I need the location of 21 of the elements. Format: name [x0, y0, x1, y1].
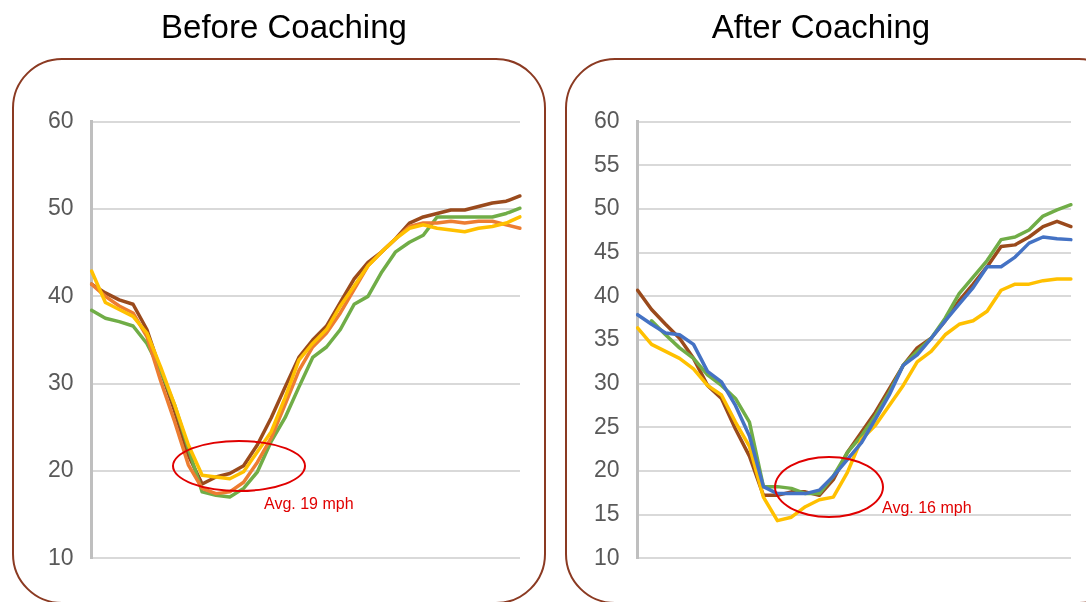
- annotation: Avg. 19 mph: [264, 495, 354, 513]
- y-tick-label: 10: [593, 543, 620, 570]
- chart-title: Before Coaching: [160, 8, 408, 46]
- y-tick-label: 40: [593, 281, 620, 308]
- y-tick-label: 20: [593, 456, 620, 483]
- y-tick-label: 35: [593, 325, 620, 352]
- y-tick-label: 30: [593, 368, 620, 395]
- y-tick-label: 15: [593, 499, 620, 526]
- y-tick-label: 60: [47, 107, 74, 134]
- y-tick-label: 50: [593, 194, 620, 221]
- y-tick-label: 55: [593, 150, 620, 177]
- y-tick-label: 40: [47, 281, 74, 308]
- y-tick-label: 10: [47, 543, 74, 570]
- y-tick-label: 30: [47, 368, 74, 395]
- y-tick-label: 25: [593, 412, 620, 439]
- y-tick-label: 45: [593, 238, 620, 265]
- annotation: Avg. 16 mph: [882, 499, 972, 517]
- y-tick-label: 60: [593, 107, 620, 134]
- y-tick-label: 50: [47, 194, 74, 221]
- chart-title: After Coaching: [710, 8, 932, 46]
- y-tick-label: 20: [47, 456, 74, 483]
